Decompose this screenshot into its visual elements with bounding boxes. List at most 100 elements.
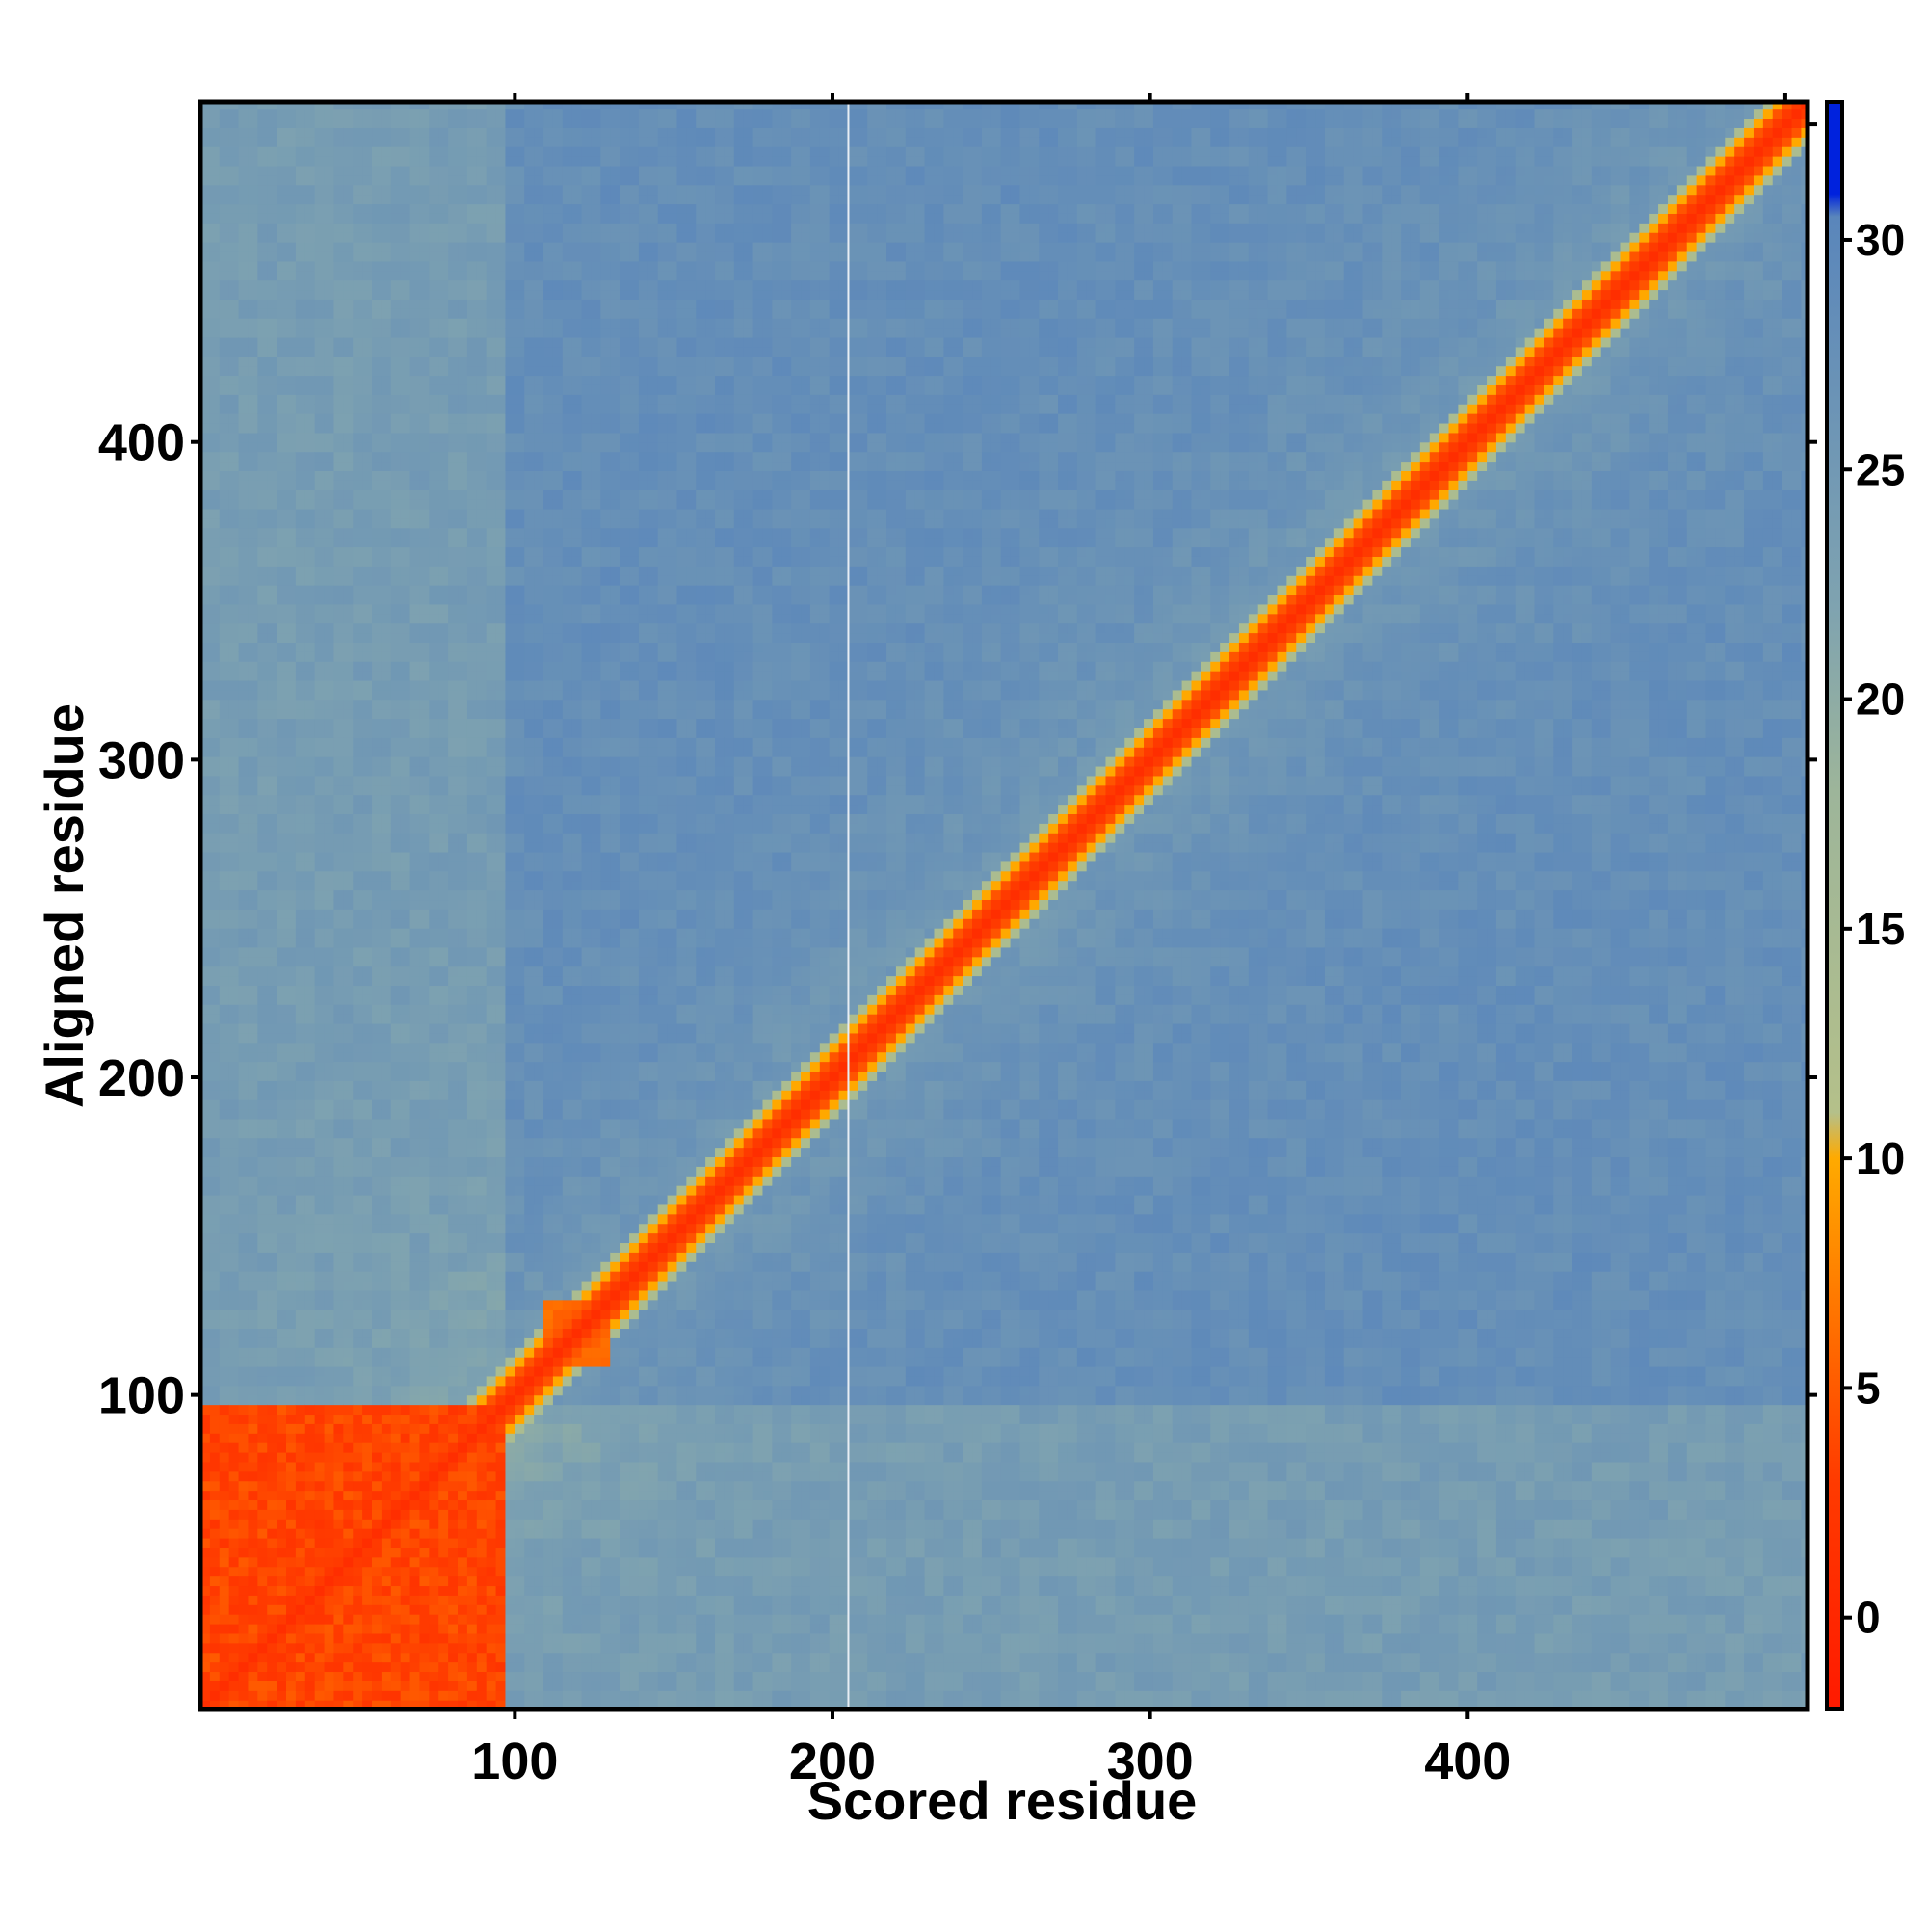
heatmap-cell xyxy=(333,566,343,575)
heatmap-cell xyxy=(353,1595,362,1604)
heatmap-cell xyxy=(353,1538,362,1548)
heatmap-cell xyxy=(372,747,382,756)
heatmap-cell xyxy=(372,308,382,318)
heatmap-cell xyxy=(239,719,249,728)
heatmap-cell xyxy=(296,1614,305,1624)
heatmap-cell xyxy=(305,1261,315,1271)
heatmap-cell xyxy=(353,1633,362,1643)
heatmap-cell xyxy=(210,251,220,261)
heatmap-cell xyxy=(296,413,305,423)
heatmap-cell xyxy=(286,404,296,413)
heatmap-cell xyxy=(419,737,429,747)
heatmap-cell xyxy=(353,223,362,232)
heatmap-cell xyxy=(382,308,391,318)
heatmap-cell xyxy=(210,805,220,814)
heatmap-cell xyxy=(296,842,305,852)
heatmap-cell xyxy=(267,156,277,166)
heatmap-cell xyxy=(467,318,477,328)
heatmap-cell xyxy=(458,1509,467,1519)
heatmap-cell xyxy=(362,1681,372,1690)
heatmap-cell xyxy=(229,1366,239,1376)
heatmap-cell xyxy=(448,1337,458,1347)
heatmap-cell xyxy=(333,318,343,328)
heatmap-cell xyxy=(401,232,410,242)
heatmap-cell xyxy=(315,547,325,557)
heatmap-cell xyxy=(401,957,410,966)
heatmap-cell xyxy=(401,1624,410,1633)
heatmap-cell xyxy=(325,1252,334,1261)
heatmap-cell xyxy=(286,1452,296,1462)
heatmap-cell xyxy=(257,1557,267,1567)
heatmap-cell xyxy=(229,918,239,928)
heatmap-cell xyxy=(239,509,249,518)
heatmap-cell xyxy=(467,1643,477,1653)
heatmap-cell xyxy=(277,1471,286,1481)
heatmap-cell xyxy=(257,280,267,290)
heatmap-cell xyxy=(343,1271,353,1281)
heatmap-cell xyxy=(343,318,353,328)
heatmap-cell xyxy=(458,623,467,633)
heatmap-cell xyxy=(267,671,277,680)
heatmap-cell xyxy=(257,119,267,128)
heatmap-cell xyxy=(401,1395,410,1405)
heatmap-cell xyxy=(229,376,239,385)
heatmap-cell xyxy=(220,852,229,861)
heatmap-cell xyxy=(277,1614,286,1624)
heatmap-cell xyxy=(448,127,458,137)
heatmap-cell xyxy=(401,1233,410,1243)
heatmap-cell xyxy=(448,1033,458,1043)
heatmap-cell xyxy=(296,918,305,928)
heatmap-cell xyxy=(257,166,267,175)
heatmap-cell xyxy=(391,1071,401,1080)
heatmap-cell xyxy=(391,547,401,557)
heatmap-cell xyxy=(343,156,353,166)
heatmap-cell xyxy=(229,861,239,871)
heatmap-cell xyxy=(382,1423,391,1433)
heatmap-cell xyxy=(477,899,487,909)
heatmap-cell xyxy=(286,462,296,471)
heatmap-cell xyxy=(286,347,296,357)
heatmap-cell xyxy=(229,1633,239,1643)
heatmap-cell xyxy=(391,1185,401,1195)
heatmap-cell xyxy=(391,1014,401,1023)
heatmap-cell xyxy=(286,604,296,614)
heatmap-cell xyxy=(372,1099,382,1109)
heatmap-cell xyxy=(248,690,257,700)
heatmap-cell xyxy=(372,728,382,737)
heatmap-cell xyxy=(210,671,220,680)
heatmap-cell xyxy=(248,795,257,805)
heatmap-cell xyxy=(353,1138,362,1148)
heatmap-cell xyxy=(286,242,296,251)
heatmap-cell xyxy=(343,547,353,557)
heatmap-cell xyxy=(305,575,315,585)
heatmap-cell xyxy=(448,805,458,814)
heatmap-cell xyxy=(210,585,220,595)
heatmap-cell xyxy=(382,261,391,271)
heatmap-cell xyxy=(458,556,467,566)
heatmap-cell xyxy=(382,1481,391,1491)
heatmap-cell xyxy=(220,442,229,452)
heatmap-cell xyxy=(239,1337,249,1347)
heatmap-cell xyxy=(296,756,305,766)
heatmap-cell xyxy=(229,1376,239,1386)
heatmap-cell xyxy=(239,805,249,814)
heatmap-cell xyxy=(343,137,353,146)
heatmap-cell xyxy=(467,633,477,643)
heatmap-cell xyxy=(296,1337,305,1347)
heatmap-cell xyxy=(239,871,249,881)
heatmap-cell xyxy=(296,1119,305,1128)
heatmap-cell xyxy=(210,604,220,614)
heatmap-cell xyxy=(220,213,229,223)
heatmap-cell xyxy=(343,985,353,994)
heatmap-cell xyxy=(248,480,257,490)
heatmap-cell xyxy=(333,528,343,538)
heatmap-cell xyxy=(410,1090,420,1099)
heatmap-cell xyxy=(343,1148,353,1157)
heatmap-cell xyxy=(305,595,315,604)
heatmap-cell xyxy=(277,556,286,566)
heatmap-cell xyxy=(239,357,249,366)
heatmap-cell xyxy=(333,1538,343,1548)
heatmap-cell xyxy=(248,452,257,462)
heatmap-cell xyxy=(353,137,362,146)
heatmap-cell xyxy=(239,1062,249,1072)
